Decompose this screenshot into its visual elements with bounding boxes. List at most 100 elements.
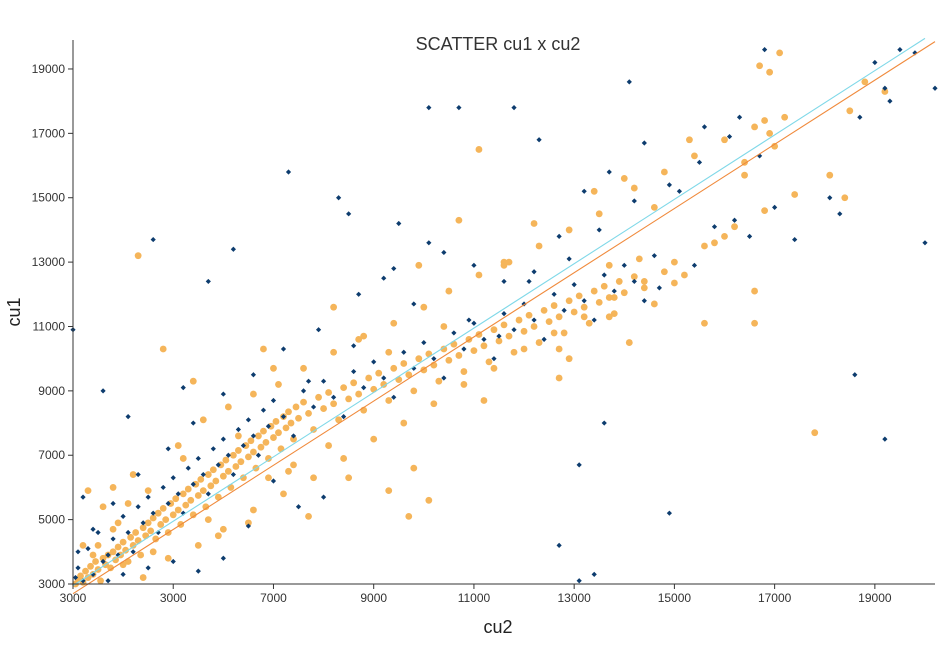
scatter-point-circle [480,342,488,350]
scatter-point-diamond [556,233,562,239]
scatter-point-circle [590,187,598,195]
scatter-point-circle [214,493,222,501]
scatter-point-diamond [195,568,201,574]
scatter-point-circle [174,442,182,449]
scatter-point-circle [280,490,287,498]
scatter-point-diamond [391,265,397,272]
scatter-point-diamond [180,510,186,516]
scatter-point-circle [440,323,448,330]
scatter-point-circle [445,287,453,295]
scatter-point-diamond [145,565,151,571]
scatter-point-diamond [576,578,582,584]
scatter-point-circle [550,329,558,337]
scatter-point-circle [525,311,533,319]
scatter-point-circle [257,443,265,451]
scatter-point-circle [565,355,573,363]
scatter-point-circle [109,484,117,491]
scatter-point-circle [159,504,167,512]
scatter-point-circle [731,223,738,231]
scatter-point-diamond [320,378,327,384]
scatter-point-diamond [320,494,327,500]
scatter-point-circle [605,261,613,269]
scatter-point-circle [650,203,658,211]
scatter-point-circle [300,364,307,372]
scatter-point-circle [129,471,137,478]
scatter-point-diamond [80,494,86,500]
scatter-point-circle [565,297,573,305]
scatter-point-circle [149,548,157,556]
scatter-point-diamond [441,249,447,256]
scatter-point-circle [245,453,252,461]
scatter-point-diamond [426,240,432,246]
scatter-point-circle [179,455,187,462]
scatter-point-diamond [190,420,196,426]
scatter-point-diamond [451,330,457,336]
scatter-point-circle [395,376,403,383]
scatter-point-diamond [471,320,477,326]
scatter-point-circle [232,463,240,470]
scatter-point-circle [640,284,648,292]
scatter-point-circle [470,347,478,355]
scatter-point-diamond [125,414,131,420]
scatter-point-diamond [501,311,507,317]
scatter-point-circle [345,395,353,403]
x-tick-label: 3000 [160,591,187,605]
scatter-point-circle [124,500,132,507]
scatter-point-diamond [371,359,377,365]
scatter-point-circle [555,313,563,321]
scatter-point-circle [485,358,493,366]
scatter-point-circle [350,379,358,387]
scatter-point-diamond [220,555,226,561]
scatter-point-diamond [441,375,447,381]
scatter-point-circle [134,537,142,544]
scatter-point-circle [144,519,152,527]
scatter-point-circle [159,345,167,353]
scatter-point-diamond [511,327,517,333]
scatter-point-circle [92,558,99,565]
scatter-point-circle [756,62,763,70]
trend-line-1 [72,37,926,587]
scatter-point-diamond [461,346,467,352]
scatter-point-diamond [641,298,647,304]
scatter-point-diamond [421,339,427,346]
scatter-point-circle [320,405,327,412]
x-tick-label: 9000 [360,591,387,605]
scatter-point-circle [305,409,312,417]
scatter-point-circle [881,88,889,95]
scatter-point-circle [144,487,152,495]
scatter-point-diamond [145,494,151,500]
scatter-point-circle [751,319,758,327]
y-tick-label: 3000 [38,577,65,591]
scatter-point-diamond [491,356,497,362]
scatter-point-circle [119,561,127,569]
scatter-point-circle [630,273,638,280]
scatter-point-circle [490,364,498,372]
scatter-point-diamond [581,188,587,194]
scatter-point-diamond [731,217,738,223]
scatter-point-diamond [882,436,888,442]
scatter-point-circle [560,329,568,337]
scatter-point-diamond [170,558,176,565]
scatter-point-circle [445,356,453,364]
scatter-point-diamond [351,368,357,375]
scatter-point-diamond [105,552,111,558]
scatter-point-circle [480,397,488,404]
scatter-point-diamond [576,462,582,468]
scatter-point-diamond [90,526,96,532]
scatter-point-diamond [501,278,507,285]
scatter-point-diamond [361,385,367,391]
scatter-point-circle [781,113,789,121]
scatter-point-circle [701,319,708,327]
scatter-point-diamond [526,278,532,285]
scatter-point-circle [255,432,262,440]
scatter-point-circle [270,434,277,441]
scatter-point-circle [209,466,217,474]
scatter-point-diamond [220,391,226,397]
scatter-point-diamond [95,529,101,536]
scatter-point-circle [194,541,202,549]
scatter-point-circle [122,546,130,554]
scatter-point-diamond [426,104,432,111]
scatter-point-diamond [852,372,858,378]
scatter-point-circle [355,390,363,398]
